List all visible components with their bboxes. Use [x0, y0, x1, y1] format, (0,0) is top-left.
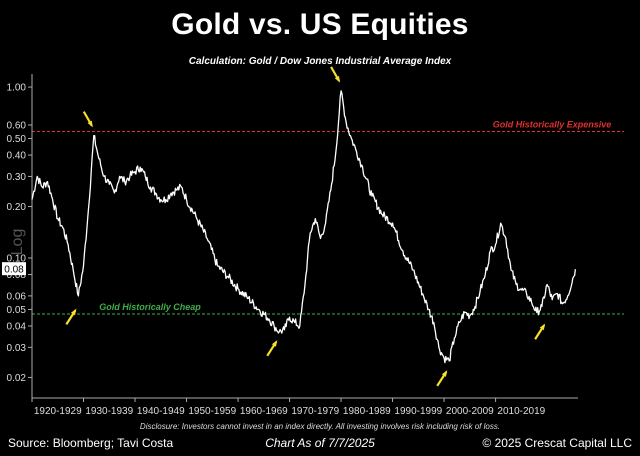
y-axis-label: Log	[9, 229, 26, 256]
x-axis: 1920-1929 1930-1939 1940-1949 1950-1959 1960…	[31, 397, 578, 417]
x-tick-label: 1960-1969	[240, 406, 288, 417]
y-tick-label: 0.10	[7, 253, 27, 264]
y-tick-label: 0.20	[7, 202, 27, 213]
x-tick-label: 1980-1989	[343, 406, 391, 417]
x-tick-label: 1920-1929	[34, 406, 82, 417]
y-tick-label: 0.02	[7, 373, 27, 384]
annotation-arrow	[266, 340, 278, 357]
y-tick-label: 0.60	[7, 120, 27, 131]
chart-subtitle: Calculation: Gold / Dow Jones Industrial…	[188, 56, 452, 67]
annotation-arrow	[65, 308, 77, 325]
y-tick-label: 0.08	[7, 270, 27, 281]
x-tick-label: 2010-2019	[497, 406, 545, 417]
y-axis: 0.020.030.040.050.060.080.100.200.300.40…	[7, 74, 33, 398]
current-value-box	[2, 262, 26, 276]
x-tick-label: 1990-1999	[394, 406, 442, 417]
y-tick-label: 0.06	[7, 291, 27, 302]
y-tick-label: 0.05	[7, 305, 27, 316]
series-line	[31, 90, 577, 364]
reference-line-label: Gold Historically Cheap	[99, 302, 201, 312]
y-tick-label: 0.04	[7, 321, 27, 332]
x-tick-label: 2000-2009	[446, 406, 494, 417]
disclaimer-text: Disclosure: Investors cannot invest in a…	[139, 422, 501, 431]
annotation-arrow	[82, 111, 93, 128]
as-of-text: Chart As of 7/7/2025	[265, 436, 375, 450]
reference-line-label: Gold Historically Expensive	[493, 119, 612, 129]
x-tick-label: 1970-1979	[291, 406, 339, 417]
current-value-label: 0.08	[2, 262, 26, 276]
chart-title: Gold vs. US Equities	[171, 8, 469, 41]
current-value-text: 0.08	[4, 265, 24, 276]
copyright-text: © 2025 Crescat Capital LLC	[482, 436, 632, 450]
y-tick-label: 0.03	[7, 343, 27, 354]
x-tick-label: 1950-1959	[188, 406, 236, 417]
y-tick-label: 1.00	[7, 83, 27, 94]
reference-lines: Gold Historically Expensive Gold Historic…	[32, 119, 624, 315]
y-tick-label: 0.30	[7, 172, 27, 183]
y-tick-label: 0.40	[7, 151, 27, 162]
x-tick-label: 1940-1949	[137, 406, 185, 417]
source-text: Source: Bloomberg; Tavi Costa	[8, 436, 174, 450]
annotation-arrows	[65, 66, 546, 387]
annotation-arrow	[330, 66, 341, 83]
y-tick-label: 0.50	[7, 134, 27, 145]
x-tick-label: 1930-1939	[85, 406, 133, 417]
annotation-arrow	[436, 370, 448, 387]
annotation-arrow	[534, 323, 546, 340]
